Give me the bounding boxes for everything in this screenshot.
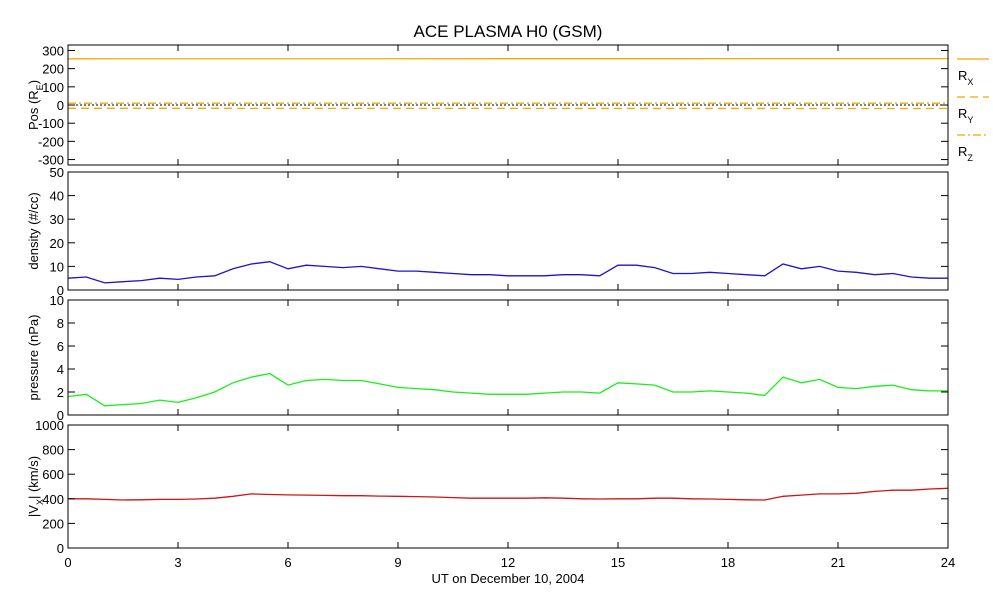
y-axis-label: pressure (nPa) (26, 315, 41, 401)
y-axis-label: Pos (RE) (26, 80, 45, 130)
legend-label-sub: X (967, 77, 973, 87)
y-tick-label: 8 (57, 316, 64, 331)
panel-1: -300 -200 -100 0 100 200 300 Pos (RE) (26, 43, 949, 168)
y-tick-label: 600 (42, 467, 64, 482)
y-tick-label: 400 (42, 492, 64, 507)
y-tick-label: -100 (38, 116, 64, 131)
y-tick-label: 0 (57, 541, 64, 556)
chart-title: ACE PLASMA H0 (GSM) (414, 22, 603, 41)
y-axis-label-main: density (#/cc) (26, 192, 41, 269)
legend-label-main: R (958, 68, 967, 83)
y-axis-label-end: | (km/s) (26, 456, 41, 499)
series-line-3-1 (67, 372, 948, 407)
y-axis-label-end: ) (26, 80, 41, 84)
panel-frame (67, 424, 949, 549)
y-tick-label: 300 (42, 43, 64, 58)
panel-3: 0 2 4 6 8 10 pressure (nPa) (26, 293, 949, 423)
y-tick-label: -200 (38, 134, 64, 149)
y-axis-label-sub: E (35, 84, 45, 90)
x-tick-label: 21 (831, 555, 845, 570)
y-tick-label: 20 (50, 236, 64, 251)
y-tick-label: 30 (50, 212, 64, 227)
panel-frame (67, 171, 949, 291)
x-tick-label: 3 (174, 555, 181, 570)
x-tick-label: 18 (721, 555, 735, 570)
x-tick-label: 24 (941, 555, 955, 570)
y-tick-label: 6 (57, 339, 64, 354)
x-tick-label: 15 (611, 555, 625, 570)
legend-label-sub: Z (967, 153, 973, 163)
y-tick-label: 800 (42, 443, 64, 458)
y-tick-label: 10 (50, 293, 64, 308)
legend-label-y: RY (958, 106, 973, 125)
legend-label-main: R (958, 144, 967, 159)
y-tick-label: 100 (42, 80, 64, 95)
y-tick-label: 0 (57, 283, 64, 298)
y-tick-label: 1000 (35, 418, 64, 433)
legend-label-sub: Y (967, 115, 973, 125)
y-tick-label: 40 (50, 189, 64, 204)
y-tick-label: 0 (57, 98, 64, 113)
y-axis-label-sub: X (35, 499, 45, 505)
legend-label-z: RZ (958, 144, 973, 163)
series-line-2-1 (67, 261, 948, 284)
x-tick-label: 12 (501, 555, 515, 570)
legend-label-main: R (958, 106, 967, 121)
panel-2: 0 10 20 30 40 50 density (#/cc) (26, 165, 949, 298)
x-tick-label: 6 (284, 555, 291, 570)
y-axis-label: density (#/cc) (26, 192, 41, 269)
y-tick-label: 50 (50, 165, 64, 180)
x-tick-label: 9 (394, 555, 401, 570)
x-axis: 0 3 6 9 12 15 18 21 24 (64, 555, 955, 570)
series-line-4-1 (68, 487, 949, 501)
y-axis-label-main: |V (26, 505, 41, 517)
y-tick-label: 2 (57, 385, 64, 400)
y-tick-label: -300 (38, 153, 64, 168)
y-axis-label-main: Pos (R (26, 90, 41, 130)
y-tick-label: 0 (57, 408, 64, 423)
legend-label-x: RX (958, 68, 973, 87)
x-tick-label: 0 (64, 555, 71, 570)
x-axis-label: UT on December 10, 2004 (432, 571, 585, 586)
panel-frame (67, 299, 949, 416)
panel-4: 0 200 400 600 800 1000 |VX| (km/s) (26, 418, 949, 556)
y-tick-label: 10 (50, 259, 64, 274)
y-axis-label-main: pressure (nPa) (26, 315, 41, 401)
y-tick-label: 200 (42, 516, 64, 531)
y-axis-label: |VX| (km/s) (26, 456, 45, 517)
y-tick-label: 4 (57, 362, 64, 377)
y-tick-label: 200 (42, 62, 64, 77)
